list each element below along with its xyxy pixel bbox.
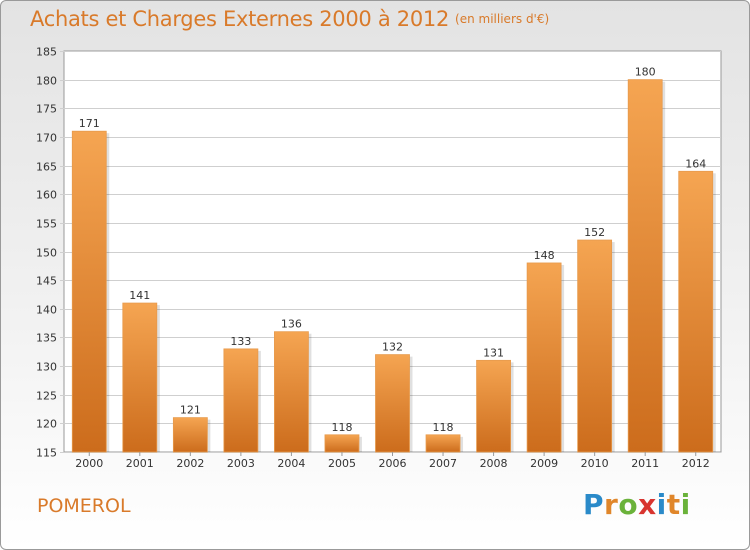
- y-tick-label: 145: [36, 275, 57, 288]
- y-tick-label: 155: [36, 218, 57, 231]
- data-label: 133: [230, 335, 251, 348]
- x-tick-label: 2002: [176, 457, 204, 470]
- y-tick-label: 135: [36, 332, 57, 345]
- y-tick-label: 150: [36, 247, 57, 260]
- bar: [172, 417, 208, 453]
- y-tick-label: 115: [36, 447, 57, 460]
- logo-letter: i: [680, 488, 691, 521]
- data-label: 118: [331, 421, 352, 434]
- data-label: 118: [433, 421, 454, 434]
- bar: [324, 434, 360, 453]
- bar: [71, 130, 107, 453]
- data-label: 164: [685, 157, 706, 170]
- logo-letter: r: [604, 488, 619, 521]
- commune-name: POMEROL: [37, 495, 131, 517]
- data-label: 180: [635, 66, 656, 79]
- bar: [122, 302, 158, 453]
- y-tick-label: 185: [36, 46, 57, 59]
- x-tick-label: 2009: [530, 457, 558, 470]
- x-tick-label: 2012: [682, 457, 710, 470]
- bar: [223, 348, 259, 453]
- bar: [627, 79, 663, 453]
- chart-title: Achats et Charges Externes 2000 à 2012 (e…: [30, 7, 549, 31]
- y-tick-label: 170: [36, 132, 57, 145]
- logo-letter: i: [656, 488, 667, 521]
- bar: [274, 331, 309, 453]
- bar: [476, 359, 511, 453]
- proxiti-logo: Proxiti: [583, 488, 691, 521]
- bar: [425, 434, 461, 453]
- data-label: 148: [534, 249, 555, 262]
- x-tick-label: 2011: [631, 457, 659, 470]
- data-label: 152: [584, 226, 605, 239]
- y-tick-label: 165: [36, 161, 57, 174]
- bar: [678, 170, 714, 453]
- bar: [526, 262, 562, 453]
- chart-title-text: Achats et Charges Externes 2000 à 2012: [30, 7, 450, 31]
- y-tick-label: 125: [36, 390, 57, 403]
- bar: [577, 239, 613, 453]
- logo-letter: o: [618, 488, 639, 521]
- x-tick-label: 2006: [379, 457, 407, 470]
- data-label: 131: [483, 346, 504, 359]
- x-tick-label: 2010: [581, 457, 609, 470]
- y-tick-label: 130: [36, 361, 57, 374]
- data-label: 136: [281, 318, 302, 331]
- bar: [375, 354, 410, 453]
- y-tick-label: 160: [36, 189, 57, 202]
- y-tick-label: 120: [36, 418, 57, 431]
- data-label: 132: [382, 341, 403, 354]
- x-tick-label: 2007: [429, 457, 457, 470]
- x-tick-label: 2004: [277, 457, 305, 470]
- y-tick-label: 180: [36, 75, 57, 88]
- x-tick-label: 2003: [227, 457, 255, 470]
- y-tick-label: 175: [36, 103, 57, 116]
- logo-letter: P: [583, 488, 605, 521]
- logo-letter: x: [638, 488, 657, 521]
- data-label: 171: [79, 117, 100, 130]
- y-tick-label: 140: [36, 304, 57, 317]
- x-tick-label: 2008: [480, 457, 508, 470]
- x-tick-label: 2005: [328, 457, 356, 470]
- x-tick-label: 2000: [75, 457, 103, 470]
- logo-letter: t: [666, 488, 681, 521]
- chart-unit: (en milliers d'€): [455, 12, 550, 26]
- x-tick-label: 2001: [126, 457, 154, 470]
- data-label: 141: [129, 289, 150, 302]
- data-label: 121: [180, 404, 201, 417]
